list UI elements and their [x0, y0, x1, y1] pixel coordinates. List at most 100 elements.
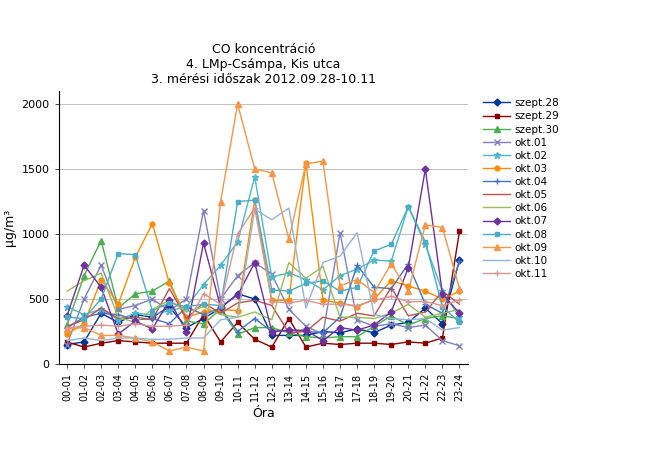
okt.01 [353, 317, 361, 323]
okt.02 [200, 282, 207, 288]
okt.08 [302, 281, 310, 286]
szept.30 [114, 305, 122, 311]
okt.09 [131, 335, 139, 341]
okt.03 [114, 302, 122, 307]
okt.04 [456, 258, 463, 264]
okt.07 [98, 284, 105, 290]
okt.07 [216, 304, 224, 309]
okt.05 [148, 317, 156, 323]
okt.03 [80, 321, 88, 326]
okt.09 [404, 288, 412, 294]
szept.30 [268, 325, 276, 330]
szept.30 [251, 325, 259, 330]
okt.01 [80, 296, 88, 302]
okt.05 [421, 309, 429, 315]
szept.30 [421, 316, 429, 321]
okt.05 [166, 286, 174, 291]
okt.01 [234, 273, 242, 278]
okt.07 [439, 291, 447, 297]
okt.02 [216, 263, 224, 268]
szept.29 [200, 312, 207, 317]
okt.06 [200, 304, 207, 309]
szept.29 [387, 342, 395, 347]
okt.05 [80, 317, 88, 323]
szept.30 [131, 291, 139, 297]
okt.05 [404, 313, 412, 318]
szept.28 [285, 333, 292, 338]
szept.29 [404, 339, 412, 344]
okt.11 [319, 302, 327, 307]
okt.06 [302, 275, 310, 281]
okt.03 [183, 314, 190, 320]
okt.02 [319, 287, 327, 293]
okt.03 [234, 308, 242, 313]
szept.29 [353, 340, 361, 346]
szept.28 [131, 312, 139, 317]
okt.07 [336, 325, 344, 330]
okt.03 [131, 255, 139, 260]
szept.29 [319, 340, 327, 346]
okt.08 [370, 248, 378, 253]
okt.08 [131, 252, 139, 258]
szept.29 [131, 339, 139, 344]
okt.11 [421, 299, 429, 304]
okt.03 [166, 281, 174, 286]
okt.11 [370, 298, 378, 303]
okt.10 [370, 312, 378, 317]
okt.09 [302, 161, 310, 167]
okt.02 [131, 311, 139, 316]
okt.02 [404, 204, 412, 209]
szept.30 [183, 318, 190, 324]
okt.03 [302, 160, 310, 165]
okt.06 [114, 314, 122, 320]
okt.01 [336, 230, 344, 235]
okt.02 [285, 270, 292, 276]
szept.28 [234, 291, 242, 297]
okt.07 [319, 338, 327, 344]
okt.09 [268, 170, 276, 176]
okt.06 [148, 307, 156, 312]
okt.05 [63, 324, 71, 329]
okt.03 [353, 304, 361, 309]
okt.01 [63, 342, 71, 347]
okt.05 [234, 300, 242, 306]
okt.09 [148, 339, 156, 344]
okt.06 [234, 314, 242, 320]
okt.06 [353, 314, 361, 320]
szept.29 [456, 229, 463, 234]
okt.03 [285, 298, 292, 303]
okt.07 [251, 260, 259, 265]
szept.30 [148, 288, 156, 294]
Line: okt.07: okt.07 [64, 167, 462, 343]
szept.30 [98, 238, 105, 243]
okt.08 [114, 251, 122, 256]
okt.05 [183, 316, 190, 321]
szept.30 [302, 334, 310, 339]
szept.28 [319, 329, 327, 334]
okt.09 [336, 283, 344, 289]
szept.28 [421, 305, 429, 311]
okt.11 [200, 291, 207, 297]
okt.02 [183, 304, 190, 309]
okt.05 [370, 313, 378, 318]
okt.02 [456, 314, 463, 320]
okt.02 [421, 242, 429, 247]
okt.08 [251, 197, 259, 203]
okt.03 [319, 298, 327, 303]
okt.08 [285, 288, 292, 294]
okt.04 [114, 312, 122, 317]
okt.07 [268, 329, 276, 334]
szept.29 [114, 338, 122, 344]
okt.03 [456, 288, 463, 294]
okt.01 [387, 321, 395, 326]
okt.11 [285, 300, 292, 306]
szept.30 [353, 334, 361, 339]
okt.02 [63, 304, 71, 309]
okt.06 [251, 309, 259, 315]
szept.29 [183, 340, 190, 346]
okt.04 [268, 329, 276, 334]
Line: okt.02: okt.02 [64, 173, 463, 323]
okt.11 [404, 299, 412, 304]
okt.06 [166, 298, 174, 303]
okt.04 [234, 329, 242, 334]
